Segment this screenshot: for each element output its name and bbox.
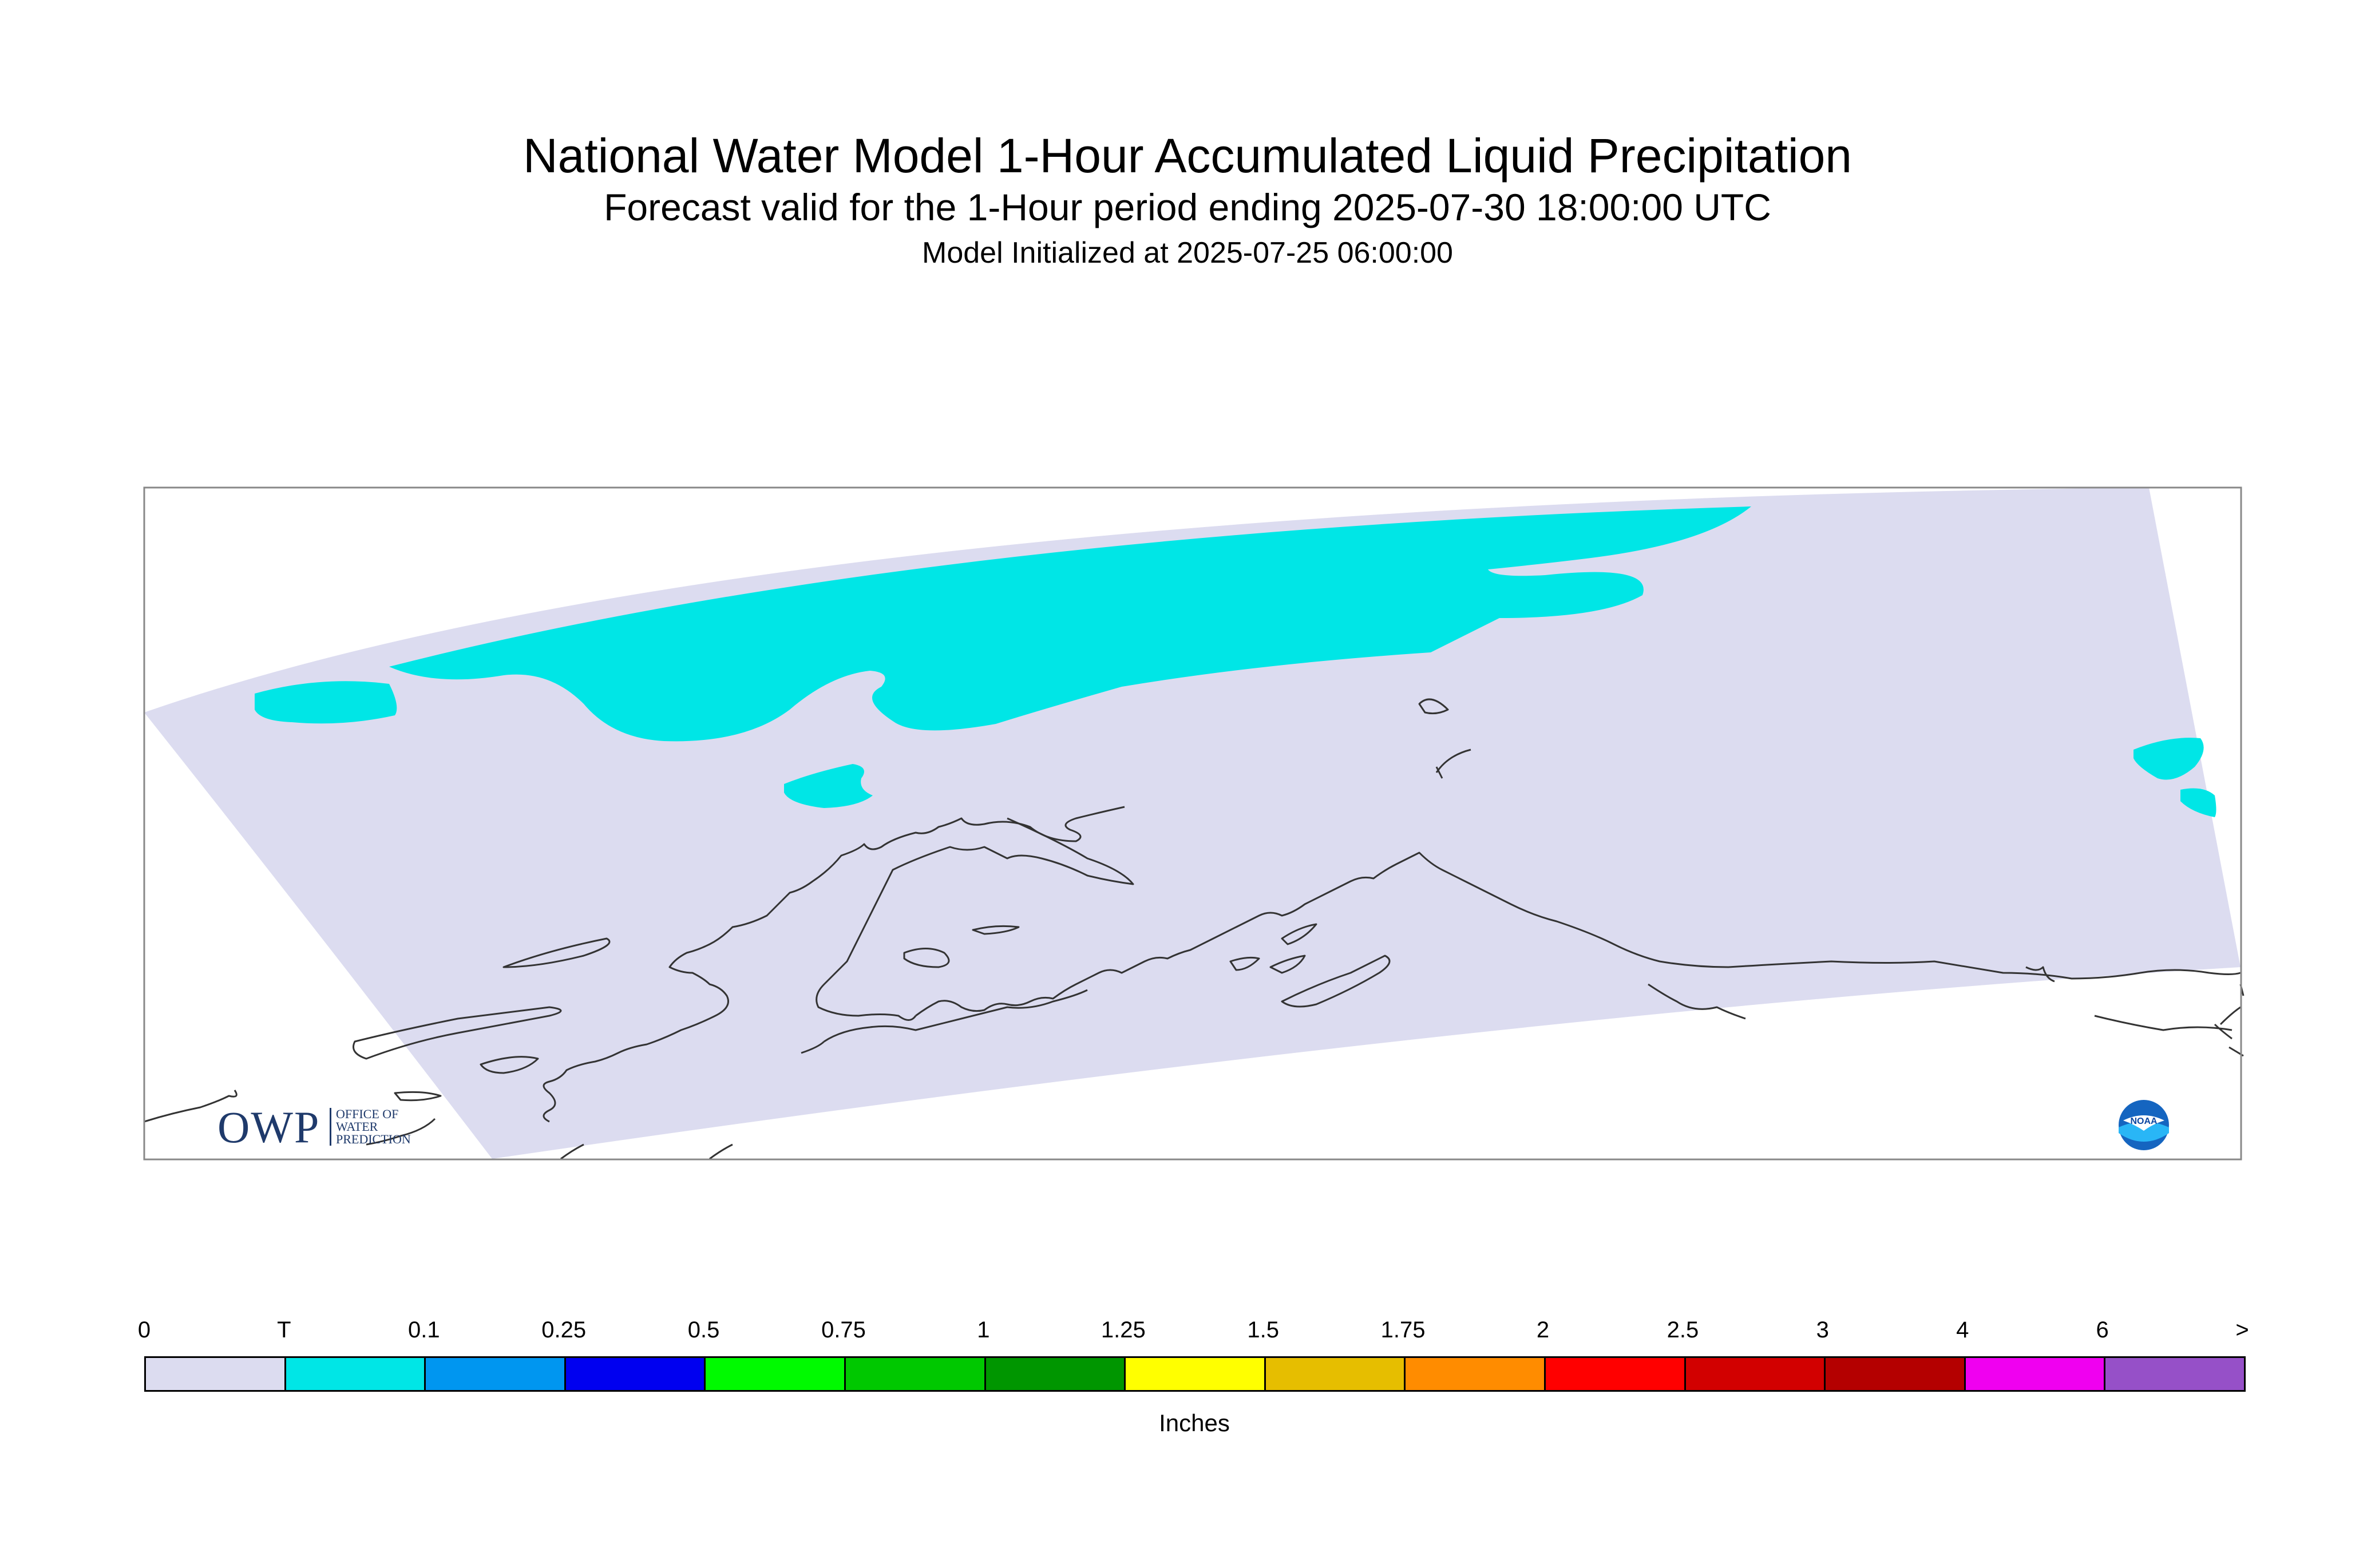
- legend-label: 1.5: [1247, 1317, 1279, 1343]
- legend-swatch: [286, 1358, 426, 1390]
- owp-sub-line-3: PREDICTION: [336, 1132, 411, 1146]
- legend-label: 6: [2096, 1317, 2109, 1343]
- island-6: [972, 925, 1020, 935]
- legend-label: T: [277, 1317, 291, 1343]
- legend-units: Inches: [1159, 1409, 1230, 1436]
- trace-area-west: [255, 681, 397, 724]
- map-subtitle: Forecast valid for the 1-Hour period end…: [604, 186, 1771, 228]
- legend-label: 0.5: [687, 1317, 720, 1343]
- island-5: [903, 948, 950, 968]
- legend-swatch: [985, 1358, 1126, 1390]
- legend-label: 0.1: [407, 1317, 440, 1343]
- legend-label: 1.25: [1101, 1317, 1146, 1343]
- owp-logo-text: OWP: [217, 1102, 320, 1152]
- legend-swatch: [1685, 1358, 1826, 1390]
- owp-sub-line-2: WATER: [336, 1119, 378, 1134]
- legend-label: >: [2235, 1317, 2249, 1343]
- coastline-bay: [816, 817, 1134, 1021]
- legend-label: 2.5: [1667, 1317, 1699, 1343]
- owp-logo-subtitle: OFFICE OF WATER PREDICTION: [330, 1108, 411, 1146]
- owp-sub-line-1: OFFICE OF: [336, 1107, 399, 1121]
- legend-swatch: [426, 1358, 566, 1390]
- island-12: [1281, 923, 1317, 945]
- legend-swatch: [1545, 1358, 1686, 1390]
- coastline-southwest: [144, 1090, 733, 1160]
- legend-swatch: [2105, 1358, 2244, 1390]
- color-legend: 0 T 0.1 0.25 0.5 0.75 1 1.25 1.5 1.75 2 2.5 3 4 6 > Inc…: [138, 1316, 2249, 1465]
- legend-swatch: [845, 1358, 986, 1390]
- legend-swatch: [565, 1358, 706, 1390]
- legend-swatch: [1406, 1358, 1546, 1390]
- legend-label: 0: [137, 1317, 151, 1343]
- legend-swatch: [1826, 1358, 1966, 1390]
- legend-label: 2: [1536, 1317, 1550, 1343]
- trace-area-north: [389, 506, 1751, 742]
- noaa-logo-text: NOAA: [2130, 1116, 2158, 1126]
- island-7: [1418, 698, 1449, 715]
- island-1: [502, 937, 611, 968]
- coastlines: [144, 698, 2245, 1160]
- island-9: [1281, 955, 1391, 1008]
- legend-label: 0.75: [821, 1317, 866, 1343]
- noaa-logo: NOAA: [2119, 1100, 2169, 1150]
- legend-label: 1: [977, 1317, 990, 1343]
- coastline-peninsula: [915, 852, 2241, 1017]
- trace-precip-areas: [255, 506, 2216, 817]
- coast-east-far: [2025, 966, 2245, 1031]
- legend-label: 0.25: [541, 1317, 587, 1343]
- island-4: [394, 1091, 442, 1102]
- map-title: National Water Model 1-Hour Accumulated …: [522, 129, 1852, 183]
- coastline-main: [543, 806, 1125, 1123]
- model-init-line: Model Initialized at 2025-07-25 06:00:00: [922, 236, 1453, 270]
- island-8: [1435, 749, 1471, 779]
- legend-swatch: [1965, 1358, 2106, 1390]
- legend-swatch: [1126, 1358, 1266, 1390]
- legend-label: 3: [1816, 1317, 1829, 1343]
- legend-swatch: [1265, 1358, 1406, 1390]
- map-frame: [143, 486, 2242, 1161]
- island-11: [1229, 956, 1260, 971]
- legend-label: 1.75: [1380, 1317, 1426, 1343]
- owp-logo: OWP OFFICE OF WATER PREDICTION: [217, 1104, 435, 1150]
- legend-swatch: [706, 1358, 846, 1390]
- legend-swatch: [146, 1358, 286, 1390]
- trace-area-mid: [784, 764, 873, 808]
- island-3: [480, 1056, 539, 1074]
- trace-area-east-1: [2133, 738, 2204, 780]
- trace-area-east-2: [2180, 788, 2216, 817]
- island-10: [1269, 955, 1306, 974]
- legend-color-bar: [144, 1356, 2246, 1392]
- legend-label: 4: [1956, 1317, 1969, 1343]
- island-2: [353, 1006, 562, 1060]
- coastline-aleutian: [801, 989, 1088, 1054]
